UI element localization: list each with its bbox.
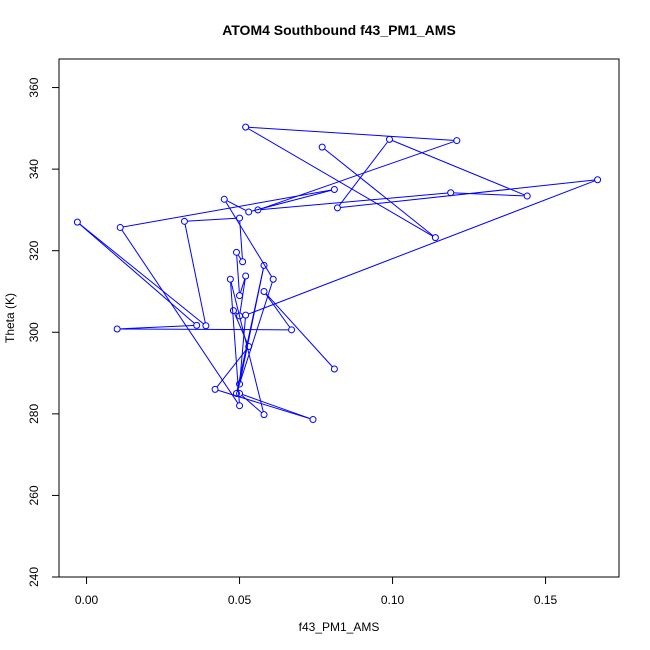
series-segment xyxy=(248,128,434,237)
series-segment xyxy=(248,180,595,315)
data-point xyxy=(73,218,81,226)
data-point xyxy=(220,195,228,203)
data-point xyxy=(236,380,244,388)
series-segment xyxy=(239,318,246,382)
x-tick-label: 0.15 xyxy=(534,593,558,607)
series-segment xyxy=(265,293,291,328)
data-point xyxy=(202,322,210,330)
data-point xyxy=(254,206,262,214)
series-segment xyxy=(260,192,448,211)
y-tick-label: 340 xyxy=(27,159,41,179)
series-segment xyxy=(226,200,247,212)
series-segment xyxy=(392,140,525,196)
x-axis-label: f43_PM1_AMS xyxy=(299,620,380,634)
data-series xyxy=(73,123,602,424)
data-point xyxy=(232,248,240,256)
x-axis: 0.00 0.05 0.10 0.15 xyxy=(75,576,558,607)
data-point xyxy=(431,234,439,242)
data-point xyxy=(385,135,393,143)
y-tick-label: 260 xyxy=(27,485,41,505)
series-segment xyxy=(265,293,333,368)
series-segment xyxy=(79,223,204,325)
series-segment xyxy=(230,282,240,403)
y-axis: 240 260 280 300 320 340 360 xyxy=(27,77,60,587)
series-segment xyxy=(453,192,525,197)
y-tick-label: 300 xyxy=(27,322,41,342)
data-point xyxy=(211,385,219,393)
data-point xyxy=(180,217,188,225)
y-tick-label: 280 xyxy=(27,404,41,424)
data-point xyxy=(260,287,268,295)
data-point xyxy=(242,311,250,319)
data-point xyxy=(453,137,461,145)
data-point xyxy=(260,411,268,419)
data-point xyxy=(330,365,338,373)
series-segment xyxy=(187,217,237,222)
series-segment xyxy=(248,126,454,141)
series-segment xyxy=(236,255,240,293)
data-point xyxy=(232,389,240,397)
series-segment xyxy=(225,201,273,277)
series-segment xyxy=(217,389,311,420)
series-segment xyxy=(239,221,243,259)
x-tick-label: 0.05 xyxy=(228,593,252,607)
series-segment xyxy=(239,278,246,293)
x-tick-label: 0.00 xyxy=(75,593,99,607)
series-segment xyxy=(79,223,195,324)
y-axis-label: Theta (K) xyxy=(3,293,17,343)
data-point xyxy=(236,402,244,410)
data-point xyxy=(236,292,244,300)
data-point xyxy=(239,258,247,266)
data-point xyxy=(330,186,338,194)
data-point xyxy=(236,389,244,397)
data-point xyxy=(333,204,341,212)
y-tick-label: 360 xyxy=(27,77,41,97)
series-segment xyxy=(120,324,194,330)
series-segment xyxy=(120,328,289,331)
data-point xyxy=(309,416,317,424)
data-point xyxy=(245,208,253,216)
data-point xyxy=(447,189,455,197)
data-point xyxy=(226,275,234,283)
series-segment xyxy=(237,254,242,260)
data-point xyxy=(236,214,244,222)
y-tick-label: 320 xyxy=(27,240,41,260)
data-point xyxy=(288,326,296,334)
data-point xyxy=(318,143,326,151)
series-segment xyxy=(239,268,264,382)
data-point xyxy=(269,275,277,283)
data-point xyxy=(229,307,237,315)
x-tick-label: 0.10 xyxy=(381,593,405,607)
data-point xyxy=(260,261,268,269)
data-point xyxy=(242,272,250,280)
data-point xyxy=(594,176,602,184)
data-point xyxy=(116,223,124,231)
data-point xyxy=(242,123,250,131)
series-segment xyxy=(242,393,311,420)
series-segment xyxy=(184,224,206,323)
data-point xyxy=(193,321,201,329)
series-segment xyxy=(241,395,263,414)
series-segment xyxy=(121,229,239,404)
data-point xyxy=(113,325,121,333)
data-point xyxy=(245,343,253,351)
y-tick-label: 240 xyxy=(27,567,41,587)
series-segment xyxy=(324,148,434,237)
series-segment xyxy=(236,281,273,391)
data-point xyxy=(523,192,531,200)
chart-title: ATOM4 Southbound f43_PM1_AMS xyxy=(222,22,456,38)
